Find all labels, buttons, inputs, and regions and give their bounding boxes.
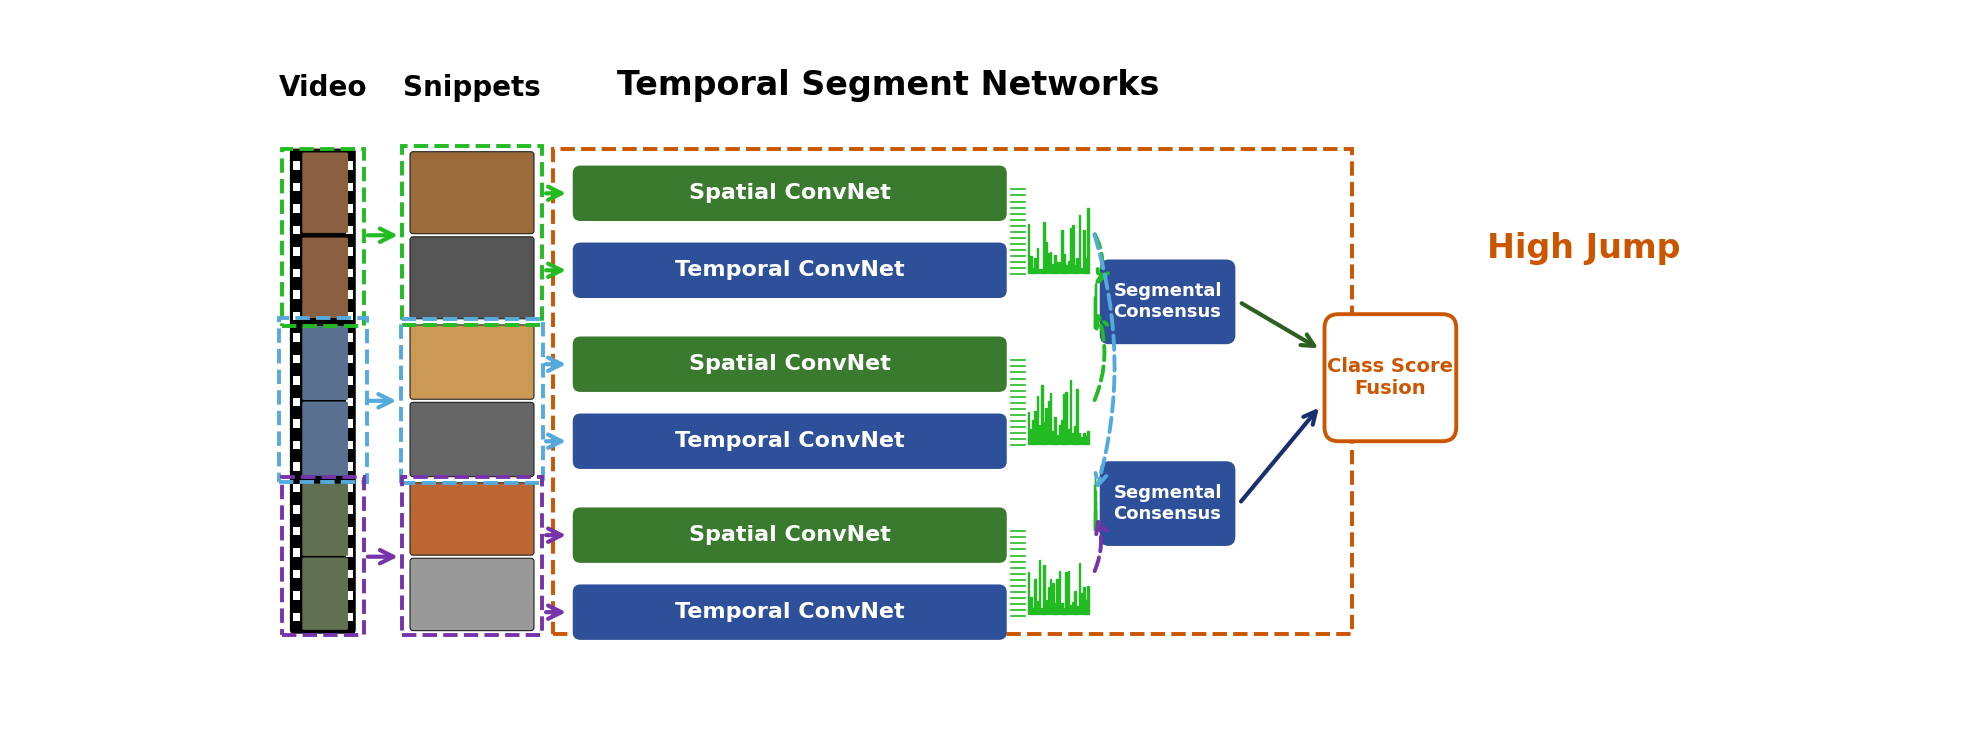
Bar [346, 183, 352, 191]
Text: Video: Video [279, 75, 368, 103]
Bar [554, 148, 1351, 634]
Text: Temporal ConvNet: Temporal ConvNet [674, 602, 904, 622]
FancyBboxPatch shape [574, 508, 1007, 563]
FancyBboxPatch shape [303, 238, 348, 318]
FancyBboxPatch shape [303, 483, 348, 556]
Text: Spatial ConvNet: Spatial ConvNet [688, 525, 890, 545]
FancyBboxPatch shape [1100, 461, 1236, 546]
Bar [293, 183, 301, 191]
FancyBboxPatch shape [409, 483, 534, 555]
Bar [293, 311, 301, 320]
FancyBboxPatch shape [574, 337, 1007, 392]
FancyBboxPatch shape [291, 148, 356, 634]
Bar [293, 355, 301, 363]
FancyBboxPatch shape [409, 237, 534, 319]
Bar [346, 376, 352, 384]
Bar [293, 419, 301, 427]
FancyBboxPatch shape [574, 243, 1007, 298]
Text: Temporal Segment Networks: Temporal Segment Networks [617, 69, 1159, 103]
Bar [293, 505, 301, 514]
FancyBboxPatch shape [409, 152, 534, 234]
FancyBboxPatch shape [303, 325, 348, 400]
Bar [279, 318, 366, 482]
Bar [293, 269, 301, 277]
Bar [346, 290, 352, 299]
Bar [346, 226, 352, 234]
Text: Segmental
Consensus: Segmental Consensus [1114, 484, 1222, 523]
Bar [402, 477, 542, 635]
Bar [346, 462, 352, 471]
Bar [293, 398, 301, 406]
FancyBboxPatch shape [574, 165, 1007, 221]
Bar [293, 548, 301, 556]
Bar [346, 548, 352, 556]
Bar [293, 290, 301, 299]
Bar [293, 462, 301, 471]
Bar [346, 204, 352, 213]
FancyBboxPatch shape [574, 413, 1007, 469]
Bar [293, 204, 301, 213]
Text: High Jump: High Jump [1487, 232, 1681, 265]
Bar [346, 311, 352, 320]
FancyBboxPatch shape [409, 402, 534, 477]
FancyBboxPatch shape [1100, 260, 1236, 344]
Bar [283, 148, 364, 325]
Bar [346, 419, 352, 427]
Text: Segmental
Consensus: Segmental Consensus [1114, 283, 1222, 321]
Bar [283, 477, 364, 635]
Bar [346, 527, 352, 535]
Text: Spatial ConvNet: Spatial ConvNet [688, 183, 890, 203]
Bar [293, 226, 301, 234]
Bar [293, 247, 301, 256]
Bar [293, 527, 301, 535]
FancyBboxPatch shape [409, 325, 534, 399]
Bar [346, 505, 352, 514]
Bar [346, 334, 352, 342]
FancyBboxPatch shape [1325, 314, 1456, 441]
Bar [346, 162, 352, 170]
Bar [293, 376, 301, 384]
Bar [293, 570, 301, 578]
FancyBboxPatch shape [574, 584, 1007, 640]
Bar [402, 319, 544, 483]
FancyBboxPatch shape [303, 401, 348, 476]
Text: Temporal ConvNet: Temporal ConvNet [674, 261, 904, 280]
Bar [346, 355, 352, 363]
Bar [346, 441, 352, 449]
Bar [346, 483, 352, 492]
FancyBboxPatch shape [409, 558, 534, 631]
Bar [293, 613, 301, 621]
Bar [346, 591, 352, 599]
Text: Snippets: Snippets [404, 75, 540, 103]
FancyBboxPatch shape [303, 557, 348, 630]
Bar [402, 145, 542, 325]
Bar [346, 613, 352, 621]
Bar [293, 483, 301, 492]
Text: Class Score
Fusion: Class Score Fusion [1327, 357, 1454, 399]
Bar [346, 269, 352, 277]
Bar [293, 591, 301, 599]
Text: Spatial ConvNet: Spatial ConvNet [688, 354, 890, 374]
Bar [346, 398, 352, 406]
Bar [346, 247, 352, 256]
Bar [293, 162, 301, 170]
Bar [346, 570, 352, 578]
Bar [293, 334, 301, 342]
Text: Temporal ConvNet: Temporal ConvNet [674, 431, 904, 451]
FancyBboxPatch shape [303, 153, 348, 233]
Bar [293, 441, 301, 449]
